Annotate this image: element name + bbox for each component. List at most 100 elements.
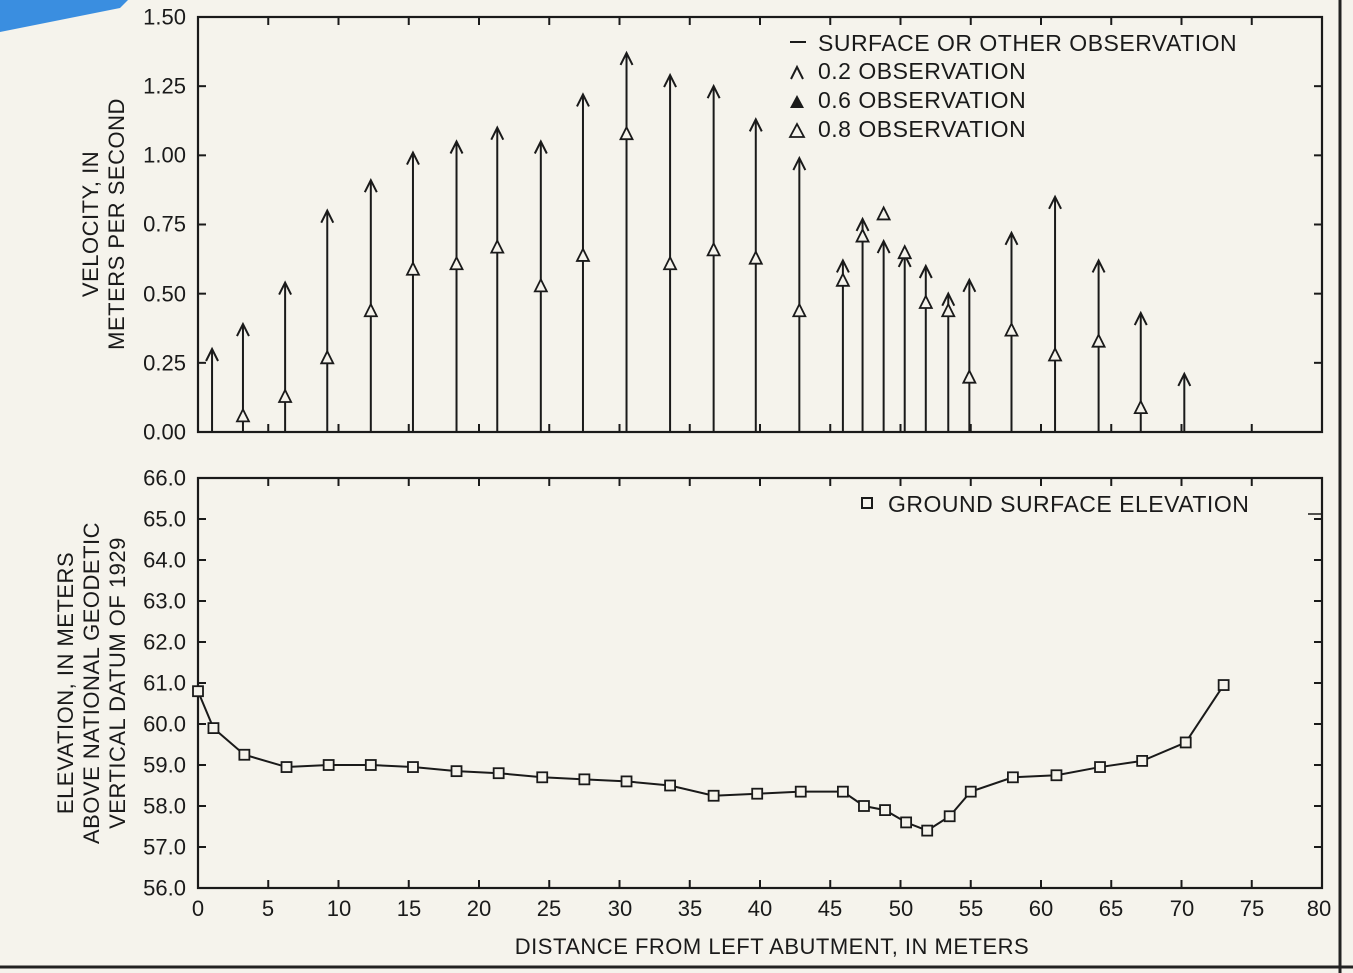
x-tick-label: 55 xyxy=(959,896,983,921)
velocity-y-axis-title-line1: VELOCITY, IN xyxy=(78,151,103,297)
elevation-ticks xyxy=(197,477,1323,889)
ground-surface-point xyxy=(620,775,633,788)
velocity-02-point xyxy=(533,139,548,154)
ground-surface-point xyxy=(964,785,977,798)
velocity-08-point xyxy=(748,249,764,265)
x-tick-label: 65 xyxy=(1099,896,1123,921)
elevation-y-tick-label: 65.0 xyxy=(143,507,186,532)
velocity-08-point xyxy=(706,241,722,257)
velocity-02-point xyxy=(576,92,590,107)
x-tick-label: 50 xyxy=(889,896,913,921)
velocity-08-point xyxy=(1004,321,1019,337)
elevation-y-tick-label: 57.0 xyxy=(143,835,186,860)
x-tick-label: 20 xyxy=(467,896,491,921)
x-tick-label: 60 xyxy=(1029,896,1053,921)
x-tick-label: 45 xyxy=(818,896,842,921)
velocity-y-tick-label: 1.25 xyxy=(143,74,186,99)
x-tick-label: 0 xyxy=(192,896,204,921)
velocity-plot-frame xyxy=(196,15,1324,434)
x-tick-label: 5 xyxy=(262,896,274,921)
x-tick-label: 40 xyxy=(748,896,772,921)
velocity-02-point xyxy=(1133,310,1148,326)
ground-surface-point xyxy=(1050,769,1063,782)
ground-surface-point xyxy=(751,787,764,800)
ground-surface-point xyxy=(900,816,913,829)
legend-surface-label: SURFACE OR OTHER OBSERVATION xyxy=(818,30,1237,56)
velocity-08-point xyxy=(319,349,335,365)
velocity-y-tick-label: 1.50 xyxy=(143,5,186,30)
elevation-y-tick-label: 60.0 xyxy=(143,712,186,737)
ground-surface-point xyxy=(407,761,419,773)
velocity-02-point xyxy=(962,277,977,293)
velocity-02-point xyxy=(663,72,677,88)
ground-surface-point xyxy=(836,785,849,798)
x-tick-label: 30 xyxy=(608,896,632,921)
velocity-08-point xyxy=(855,227,871,243)
ground-surface-point xyxy=(192,685,204,698)
velocity-02-point xyxy=(619,50,634,66)
elevation-y-axis-title-line1: ELEVATION, IN METERS xyxy=(53,552,78,814)
velocity-02-point xyxy=(1004,230,1019,246)
velocity-08-point xyxy=(363,302,379,318)
velocity-02-point xyxy=(1048,194,1062,210)
velocity-08-point xyxy=(1091,332,1107,348)
velocity-08-point xyxy=(791,302,807,318)
ground-surface-point xyxy=(1007,771,1019,784)
x-tick-label: 70 xyxy=(1170,896,1194,921)
velocity-08-point xyxy=(961,368,977,384)
velocity-02-point xyxy=(876,238,891,254)
velocity-02-point xyxy=(406,150,420,166)
velocity-y-axis-title-line2: METERS PER SECOND xyxy=(104,98,129,350)
velocity-chart: 0.00 0.25 0.50 0.75 1.00 1.25 1.50 VELOC… xyxy=(78,5,1324,445)
velocity-y-tick-label: 0.75 xyxy=(143,212,186,237)
legend-06-label: 0.6 OBSERVATION xyxy=(818,87,1026,113)
elevation-y-tick-label: 56.0 xyxy=(143,876,186,901)
velocity-02-point xyxy=(792,155,807,171)
elevation-y-tick-label: 66.0 xyxy=(143,466,186,491)
velocity-02-point xyxy=(855,216,870,232)
legend-08-symbol xyxy=(788,122,806,138)
elevation-x-tick-labels: 0 5 10 15 20 25 30 35 40 45 50 55 60 65 … xyxy=(192,896,1331,921)
x-tick-label: 35 xyxy=(678,896,702,921)
velocity-08-point xyxy=(897,244,913,260)
velocity-08-point xyxy=(575,246,591,262)
elevation-y-tick-label: 63.0 xyxy=(143,589,186,614)
x-axis-title: DISTANCE FROM LEFT ABUTMENT, IN METERS xyxy=(515,934,1029,959)
velocity-08-point xyxy=(918,293,934,309)
legend-02-label: 0.2 OBSERVATION xyxy=(818,58,1026,84)
elevation-y-tick-label: 58.0 xyxy=(143,794,186,819)
legend-06-symbol xyxy=(790,95,804,108)
elevation-plot-frame xyxy=(196,476,1324,890)
velocity-02-point xyxy=(918,263,933,279)
velocity-02-point xyxy=(490,125,505,141)
velocity-08-point xyxy=(940,302,956,318)
ground-surface-point xyxy=(1136,755,1149,767)
ground-surface-point xyxy=(536,771,549,784)
velocity-02-point xyxy=(320,208,335,224)
figure-corner-tab xyxy=(0,0,128,32)
velocity-y-tick-label: 1.00 xyxy=(143,143,186,168)
elevation-marks xyxy=(192,679,1230,837)
ground-surface-point xyxy=(1179,736,1192,749)
velocity-02-point xyxy=(941,291,956,307)
velocity-08-point xyxy=(489,238,505,254)
elevation-y-tick-label: 59.0 xyxy=(143,753,186,778)
ground-surface-point xyxy=(238,748,251,761)
x-tick-label: 75 xyxy=(1240,896,1264,921)
elevation-chart: 56.0 57.0 58.0 59.0 60.0 61.0 62.0 63.0 … xyxy=(53,466,1331,960)
legend-08-label: 0.8 OBSERVATION xyxy=(818,116,1026,142)
velocity-02-point xyxy=(236,321,250,337)
ground-surface-point xyxy=(322,759,335,771)
velocity-08-point xyxy=(662,255,678,271)
velocity-02-point xyxy=(449,139,464,154)
velocity-08-point xyxy=(835,271,851,287)
velocity-ticks xyxy=(197,16,1323,433)
elevation-y-axis-title-line2: ABOVE NATIONAL GEODETIC xyxy=(79,522,104,844)
elevation-y-tick-label: 64.0 xyxy=(143,548,186,573)
velocity-y-tick-label: 0.50 xyxy=(143,282,186,307)
velocity-08-point xyxy=(1133,399,1149,414)
velocity-y-tick-label: 0.25 xyxy=(143,351,186,376)
ground-surface-point xyxy=(280,761,293,773)
velocity-marks xyxy=(205,50,1192,432)
